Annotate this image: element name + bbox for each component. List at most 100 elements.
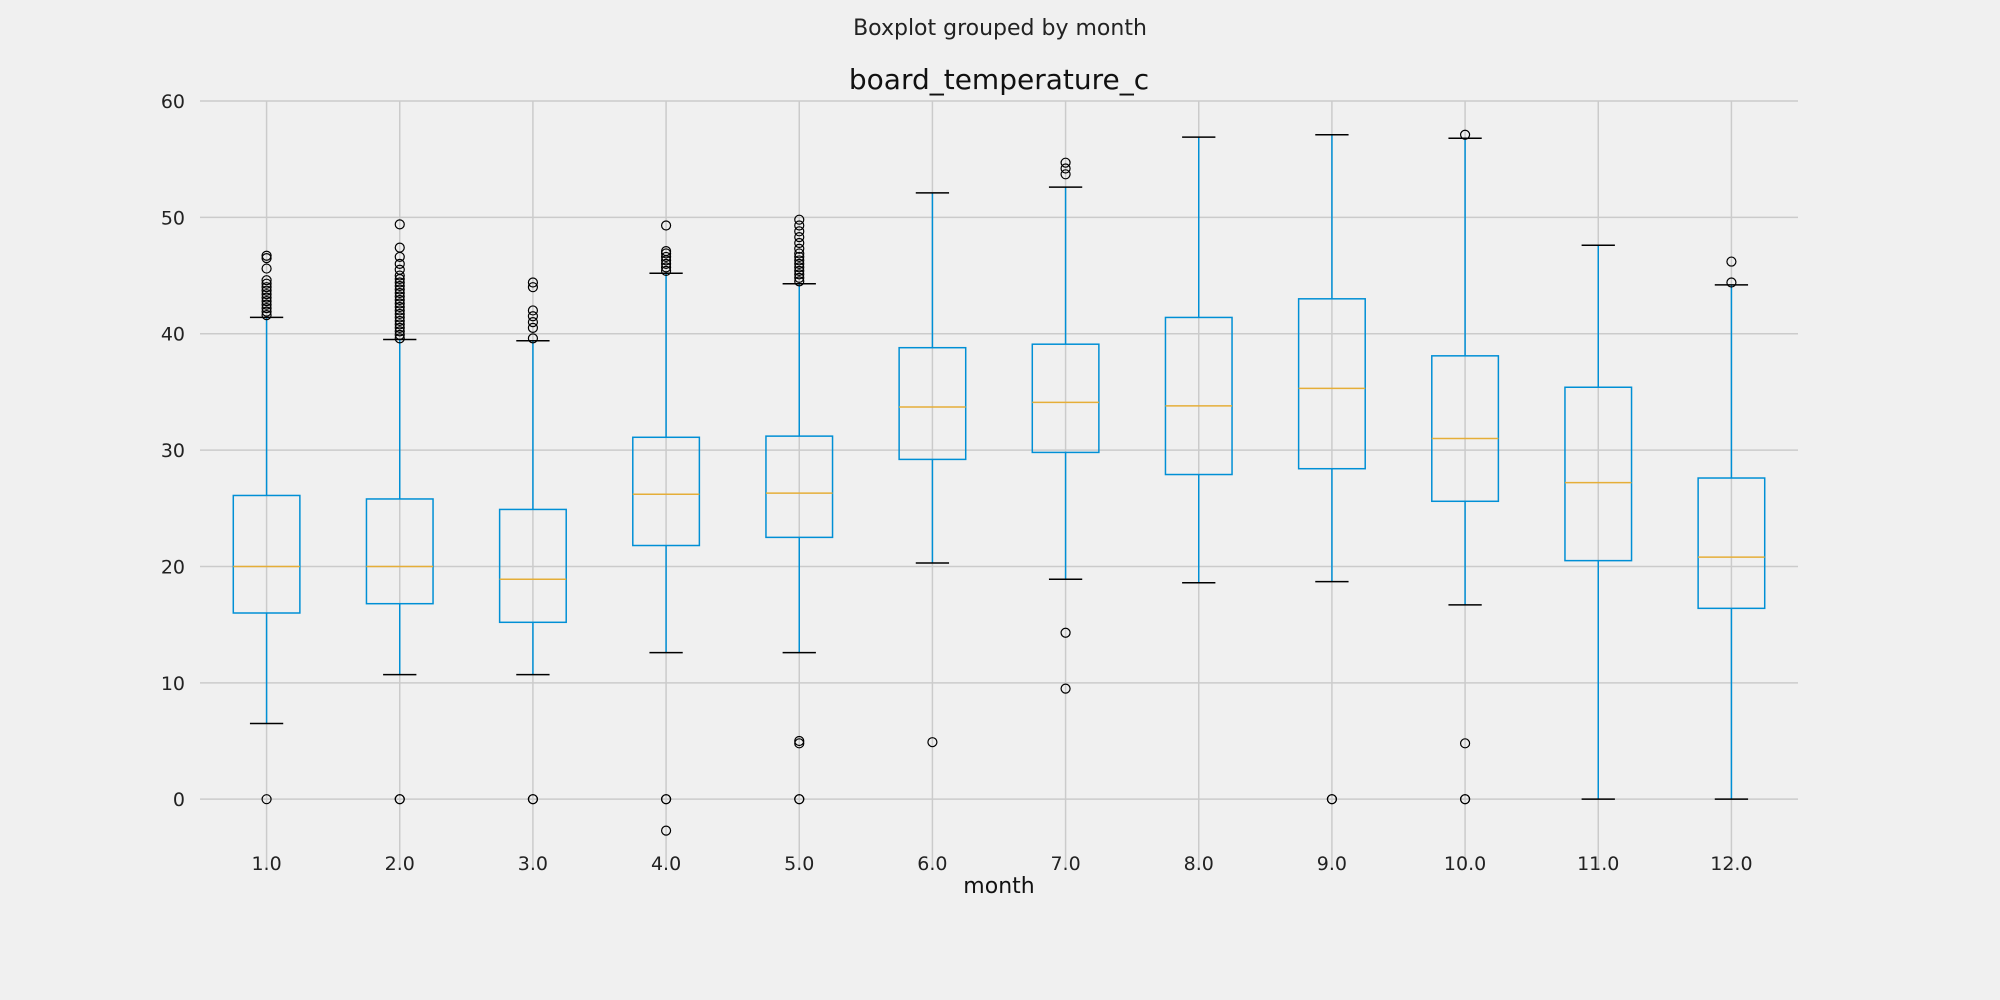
flier-point	[1060, 157, 1071, 168]
flier-point	[261, 794, 272, 805]
flier-point	[794, 735, 805, 747]
flier-point	[394, 242, 405, 253]
flier-point	[1060, 163, 1071, 174]
y-tick-label: 20	[161, 556, 185, 578]
flier-point	[261, 296, 272, 307]
figure-suptitle: Boxplot grouped by month	[853, 16, 1147, 41]
box	[1297, 298, 1366, 470]
x-tick-label: 9.0	[1317, 853, 1347, 875]
flier-point	[527, 333, 539, 344]
flier-point	[794, 255, 805, 266]
flier-point	[261, 299, 272, 310]
flier-point	[1060, 683, 1071, 694]
flier-point	[394, 219, 405, 230]
flier-point	[261, 263, 272, 274]
box	[498, 508, 567, 624]
x-tick-label: 8.0	[1184, 853, 1214, 875]
flier-point	[794, 251, 805, 263]
x-tick-label: 10.0	[1444, 853, 1486, 875]
y-tick-label: 30	[161, 440, 185, 462]
box	[1697, 477, 1766, 610]
flier-point	[261, 282, 272, 293]
flier-point	[261, 275, 272, 286]
flier-point	[660, 220, 672, 231]
flier-point	[394, 280, 405, 292]
flier-point	[660, 251, 672, 263]
flier-point	[794, 248, 805, 259]
flier-point	[1459, 738, 1471, 749]
box	[765, 435, 834, 539]
flier-point	[527, 282, 539, 293]
flier-point	[394, 277, 405, 288]
flier-point	[261, 250, 272, 261]
x-tick-label: 5.0	[784, 853, 814, 875]
flier-point	[394, 294, 405, 306]
flier-point	[927, 737, 938, 748]
flier-point	[527, 311, 539, 322]
flier-point	[261, 289, 272, 300]
flier-point	[660, 262, 672, 273]
flier-point	[660, 825, 672, 836]
x-tick-label: 6.0	[917, 853, 947, 875]
y-tick-label: 50	[161, 207, 185, 229]
flier-point	[527, 305, 539, 316]
flier-point	[794, 232, 805, 243]
x-tick-label: 12.0	[1710, 853, 1752, 875]
flier-point	[1726, 277, 1737, 288]
x-tick-label: 1.0	[251, 853, 281, 875]
x-axis-label: month	[963, 874, 1035, 899]
flier-point	[394, 284, 405, 295]
flier-point	[794, 220, 805, 231]
flier-point	[261, 292, 272, 303]
y-tick-label: 0	[173, 789, 185, 811]
flier-point	[794, 276, 805, 287]
flier-point	[261, 303, 272, 314]
flier-point	[527, 794, 539, 805]
flier-point	[794, 272, 805, 283]
flier-point	[394, 258, 405, 270]
flier-point	[394, 333, 405, 344]
flier-point	[660, 265, 672, 276]
box	[1431, 355, 1500, 503]
chart-title: board_temperature_c	[848, 63, 1150, 96]
box	[1564, 386, 1633, 562]
box	[632, 436, 701, 547]
flier-point	[394, 305, 405, 316]
flier-point	[794, 265, 805, 276]
y-tick-label: 10	[161, 673, 185, 695]
flier-point	[1060, 627, 1071, 638]
flier-point	[1726, 256, 1737, 267]
flier-point	[794, 258, 805, 270]
flier-point	[394, 287, 405, 299]
flier-point	[394, 329, 405, 340]
box	[898, 346, 967, 461]
flier-point	[394, 308, 405, 320]
flier-point	[394, 315, 405, 327]
box	[1164, 316, 1233, 476]
x-tick-label: 2.0	[385, 853, 415, 875]
flier-point	[394, 319, 405, 330]
flier-point	[394, 291, 405, 302]
flier-point	[394, 270, 405, 281]
flier-point	[527, 322, 539, 334]
flier-point	[527, 316, 539, 328]
flier-point	[394, 264, 405, 275]
flier-point	[1326, 794, 1338, 805]
flier-point	[394, 326, 405, 337]
flier-point	[1459, 794, 1471, 805]
flier-point	[394, 794, 405, 805]
flier-point	[660, 258, 672, 270]
box	[1031, 343, 1100, 454]
flier-point	[261, 310, 272, 321]
flier-point	[660, 246, 672, 257]
x-tick-label: 4.0	[651, 853, 681, 875]
flier-point	[261, 285, 272, 296]
flier-point	[794, 243, 805, 254]
y-tick-label: 40	[161, 324, 185, 346]
box	[365, 498, 434, 605]
x-tick-label: 3.0	[518, 853, 548, 875]
flier-point	[794, 237, 805, 249]
x-tick-label: 11.0	[1577, 853, 1619, 875]
